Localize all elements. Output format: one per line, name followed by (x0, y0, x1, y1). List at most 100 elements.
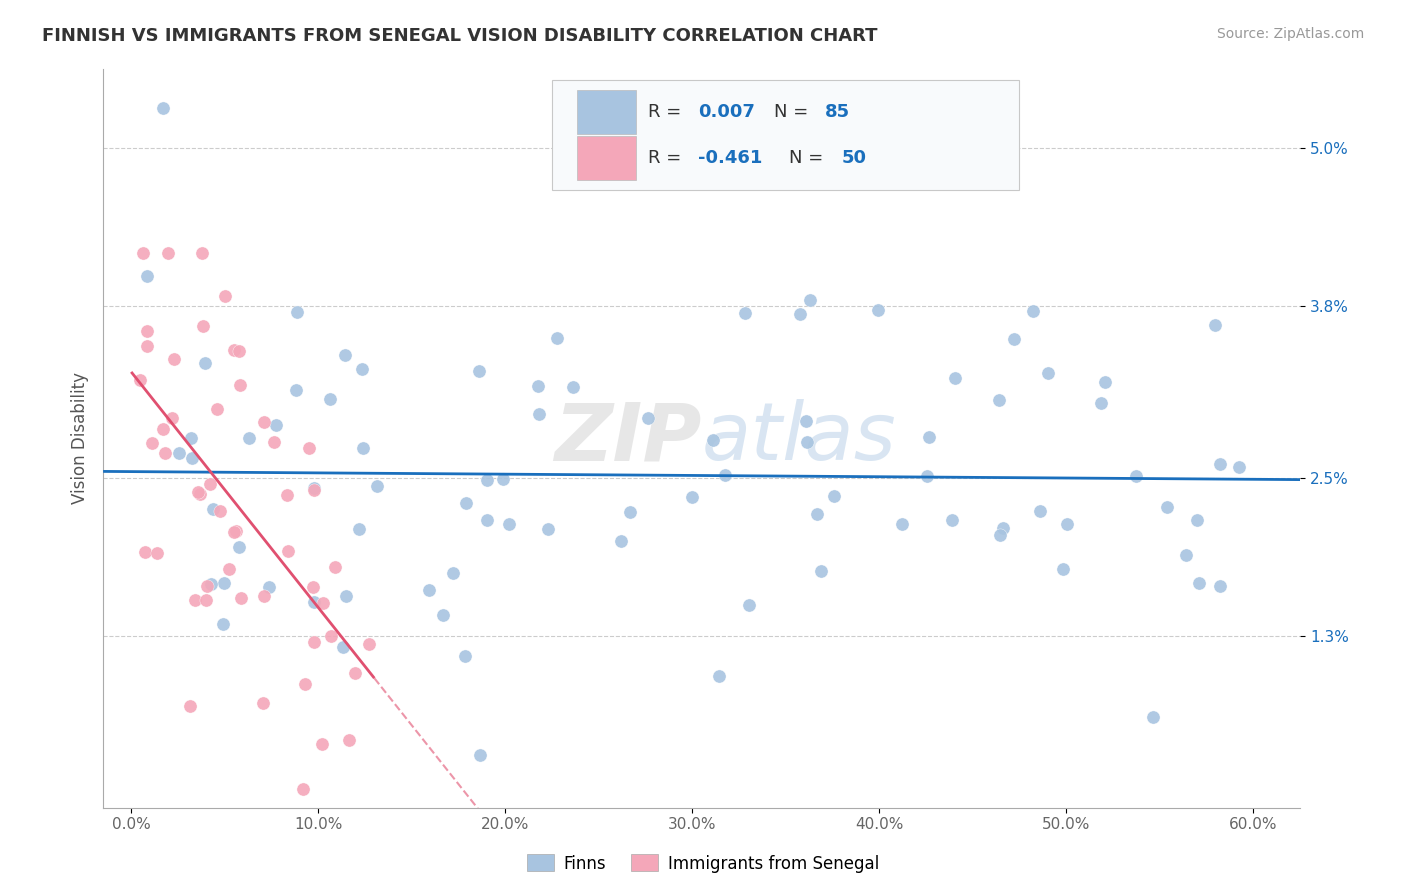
Point (796, 435, 818, 450)
Point (181, 450, 204, 465)
Point (162, 411, 184, 425)
Point (200, 577, 222, 591)
Point (441, 566, 464, 581)
Point (208, 503, 231, 517)
Point (195, 579, 218, 593)
Point (222, 343, 245, 358)
Point (453, 648, 475, 663)
Text: atlas: atlas (702, 399, 897, 477)
Point (681, 491, 703, 505)
Point (218, 562, 240, 576)
Point (917, 430, 939, 444)
Point (1029, 504, 1052, 518)
Point (302, 481, 325, 495)
Text: N =: N = (789, 149, 830, 167)
Point (231, 591, 253, 605)
Point (529, 407, 551, 421)
Text: Source: ZipAtlas.com: Source: ZipAtlas.com (1216, 27, 1364, 41)
Point (738, 598, 761, 612)
Point (132, 246, 155, 260)
Point (163, 351, 186, 366)
Text: R =: R = (648, 149, 686, 167)
Point (1094, 375, 1116, 389)
Point (201, 502, 224, 516)
Y-axis label: Vision Disability: Vision Disability (72, 372, 89, 504)
Point (806, 507, 828, 521)
Point (287, 304, 309, 318)
Point (794, 413, 817, 427)
Point (259, 580, 281, 594)
Point (294, 676, 316, 690)
Point (1002, 332, 1025, 346)
Point (637, 411, 659, 425)
Point (789, 307, 811, 321)
Point (610, 534, 633, 549)
Point (418, 583, 440, 598)
Point (823, 489, 845, 503)
Point (333, 348, 356, 362)
Point (337, 733, 360, 747)
Point (1090, 396, 1112, 410)
Point (866, 303, 889, 318)
Point (1056, 516, 1078, 531)
Point (915, 469, 938, 483)
Point (266, 417, 288, 432)
Point (134, 545, 156, 559)
Point (332, 640, 354, 654)
Point (263, 434, 285, 449)
Point (146, 546, 169, 560)
Text: R =: R = (648, 103, 686, 121)
Point (366, 478, 388, 492)
Point (475, 514, 498, 528)
Point (253, 415, 276, 429)
Point (301, 580, 323, 594)
Point (179, 698, 201, 713)
Point (734, 306, 756, 320)
Point (468, 364, 491, 378)
Point (702, 433, 724, 447)
Point (157, 246, 180, 260)
Point (526, 379, 548, 393)
Point (357, 637, 380, 651)
Point (152, 101, 174, 115)
Point (153, 446, 176, 460)
Point (319, 392, 342, 406)
Point (323, 559, 346, 574)
Text: N =: N = (773, 103, 814, 121)
Point (194, 356, 217, 370)
Point (546, 331, 568, 345)
Point (252, 696, 274, 710)
Point (993, 521, 1015, 535)
Point (498, 517, 520, 532)
Point (167, 446, 190, 460)
Point (136, 339, 159, 353)
Point (225, 524, 247, 538)
Point (491, 472, 513, 486)
Point (1022, 304, 1045, 318)
Point (619, 505, 641, 519)
Point (214, 289, 236, 303)
Point (200, 477, 222, 491)
Point (180, 432, 202, 446)
Point (713, 468, 735, 483)
Point (129, 373, 152, 387)
Point (562, 380, 585, 394)
Point (799, 293, 821, 307)
Point (347, 521, 370, 535)
Point (1125, 469, 1147, 483)
Point (321, 629, 343, 643)
Point (195, 592, 218, 607)
Point (184, 592, 207, 607)
Point (228, 378, 250, 392)
Text: 0.007: 0.007 (699, 103, 755, 121)
Point (1208, 457, 1230, 471)
Point (302, 595, 325, 609)
Point (432, 607, 454, 622)
Point (141, 435, 163, 450)
Point (343, 665, 366, 680)
Point (1204, 318, 1226, 332)
Point (193, 318, 215, 333)
Point (276, 488, 298, 502)
Point (941, 513, 963, 527)
Point (152, 421, 174, 435)
